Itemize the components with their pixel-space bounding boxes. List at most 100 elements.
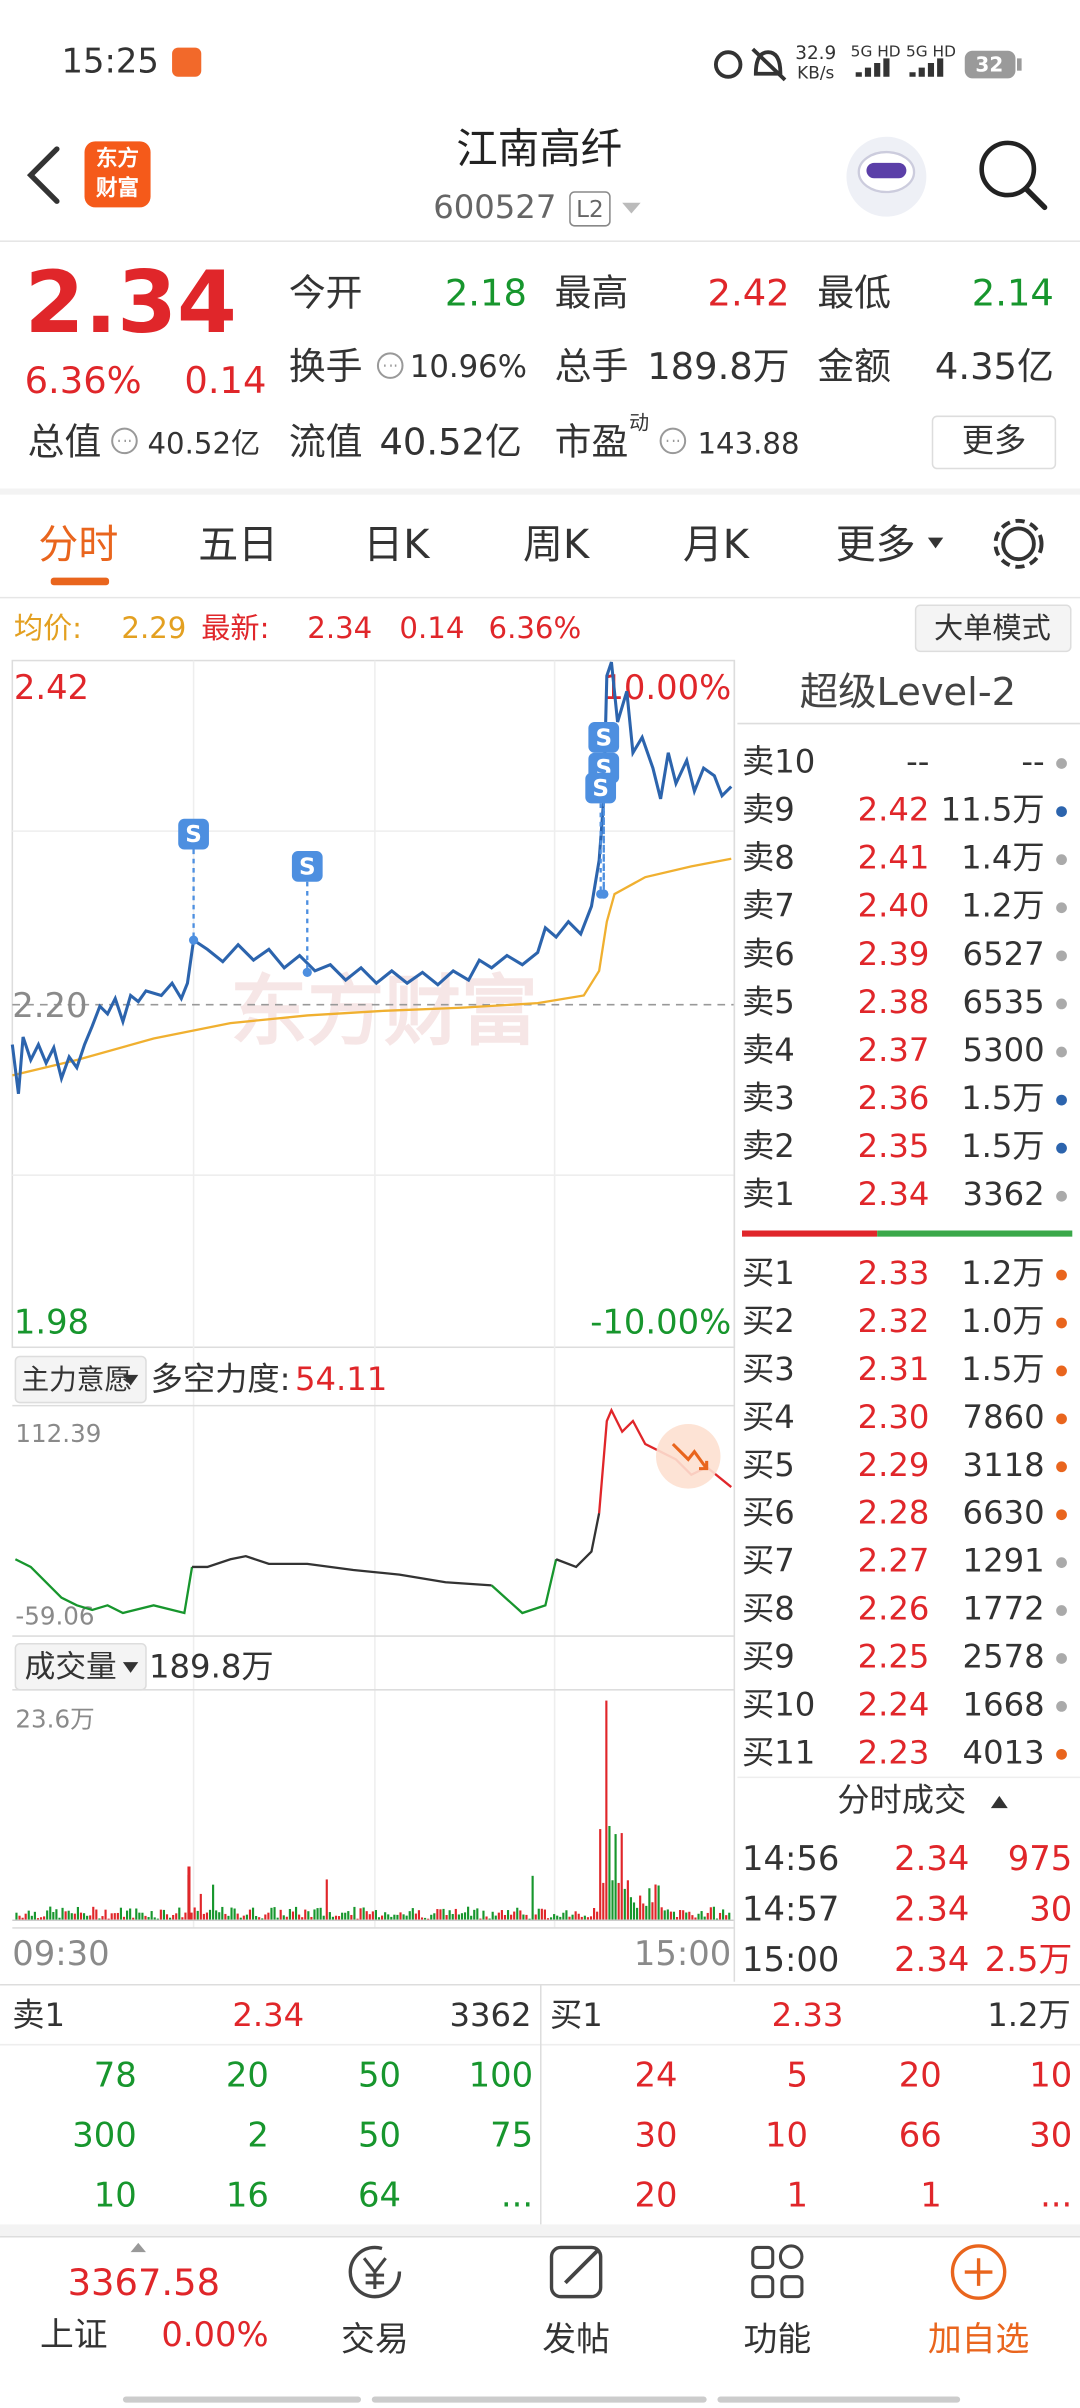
ask-label: 卖7 (742, 887, 795, 925)
trade-marker (585, 772, 617, 804)
more-button-label[interactable]: 更多 (962, 421, 1027, 459)
volume-bar (500, 1910, 503, 1921)
price-line (10, 661, 733, 1094)
volume-bar (666, 1909, 669, 1921)
nav-item[interactable]: 功能 (744, 2320, 812, 2359)
field-value: 40.52亿 (379, 420, 521, 463)
ask-volume: 11.5万 (941, 791, 1045, 829)
tab[interactable]: 更多 (836, 522, 916, 568)
volume-bar (341, 1912, 344, 1921)
nav-item[interactable]: 交易 (341, 2320, 409, 2359)
ask-order: 75 (490, 2115, 533, 2154)
settings-icon-outer[interactable] (993, 518, 1044, 569)
indicator-selector[interactable] (14, 1355, 147, 1404)
bid-order: 20 (634, 2175, 677, 2214)
change-percent: 6.36% (25, 359, 142, 402)
tab-dropdown (927, 537, 944, 549)
trend-badge[interactable] (655, 1424, 721, 1489)
ask-price: 2.42 (858, 791, 930, 829)
volume-bar (592, 1908, 596, 1921)
volume-bar (445, 1915, 448, 1921)
marker-dot (596, 889, 606, 899)
function-icon[interactable] (751, 2245, 775, 2269)
nav-item[interactable]: 发帖 (542, 2320, 610, 2359)
back-button[interactable] (26, 146, 60, 204)
axis-label: 112.39 (15, 1419, 101, 1448)
tab[interactable]: 日K (363, 522, 431, 568)
ask-price: 2.40 (858, 887, 930, 925)
bid-price: 2.28 (858, 1494, 930, 1532)
ask-label: 卖5 (742, 983, 795, 1021)
ask-price: 2.38 (858, 983, 930, 1021)
selector-arrow (122, 1374, 139, 1386)
volume-bar (30, 1915, 33, 1921)
volume-bar (248, 1909, 252, 1921)
volume-bar (159, 1909, 162, 1921)
network-speed: 32.9 (795, 43, 836, 64)
volume-bar (245, 1914, 248, 1921)
big-order-button-label[interactable]: 大单模式 (934, 611, 1051, 645)
field-label: 流值 (289, 420, 363, 463)
ask-order: 50 (358, 2115, 401, 2154)
index-change[interactable]: 0.00% (161, 2315, 268, 2354)
latest-change-pct: 6.36% (489, 611, 582, 645)
more-button[interactable] (931, 415, 1057, 470)
volume-bar (485, 1916, 488, 1921)
signal-label: 5G HD (851, 43, 901, 61)
bid-volume: 1291 (963, 1542, 1045, 1580)
nav-item[interactable]: 加自选 (928, 2320, 1029, 2359)
indicator-value: 54.11 (295, 1360, 387, 1398)
avg-value: 2.29 (121, 611, 186, 645)
bid-order: 1 (787, 2175, 809, 2214)
ask-order: 300 (72, 2115, 136, 2154)
settings-icon[interactable] (1001, 526, 1036, 562)
big-order-button[interactable] (914, 604, 1072, 653)
volume-bar (411, 1908, 414, 1921)
add-watchlist-icon[interactable] (950, 2244, 1007, 2300)
volume-bar (519, 1910, 522, 1921)
tab[interactable]: 分时 (38, 522, 118, 568)
bid-label: 买11 (742, 1733, 815, 1771)
battery-tip (1016, 58, 1022, 71)
signal-bars (855, 58, 944, 77)
queue-price: 2.33 (772, 1996, 844, 2034)
trade-icon[interactable] (348, 2245, 402, 2299)
index-arrow (130, 2242, 146, 2253)
volume-bar (304, 1909, 307, 1921)
tab[interactable]: 周K (523, 522, 591, 568)
index-value[interactable]: 3367.58 (68, 2261, 220, 2304)
volume-bar (313, 1909, 316, 1921)
volume-bar (374, 1910, 378, 1921)
trades-title[interactable]: 分时成交 (837, 1781, 966, 1819)
volume-bar (583, 1915, 586, 1921)
ask-price: 2.34 (858, 1175, 930, 1213)
search-icon[interactable] (979, 140, 1037, 198)
volume-bar (184, 1912, 187, 1921)
volume-bar (307, 1911, 310, 1921)
volume-bar (571, 1914, 574, 1921)
field-label: 换手 (289, 345, 363, 388)
index-name[interactable]: 上证 (40, 2315, 108, 2354)
tab[interactable]: 月K (683, 522, 751, 568)
volume-bar (663, 1910, 666, 1921)
ask-volume: 1.5万 (961, 1079, 1045, 1117)
volume-bar (436, 1909, 439, 1921)
indicator-selector-label[interactable]: 主力意愿 (22, 1363, 133, 1396)
queue-label: 卖1 (12, 1996, 65, 2034)
volume-bar (310, 1916, 313, 1921)
post-icon[interactable] (549, 2245, 603, 2299)
volume-bar (497, 1912, 500, 1921)
tab[interactable]: 五日 (198, 522, 278, 568)
last-price: 2.34 (25, 253, 237, 353)
network-unit: KB/s (797, 63, 834, 83)
volume-bar (543, 1909, 546, 1921)
avg-label: 均价: (14, 611, 82, 645)
volume-bar (95, 1909, 98, 1921)
ask-volume: -- (1021, 742, 1044, 780)
volume-selector-label[interactable]: 成交量 (25, 1649, 117, 1685)
volume-bar (215, 1910, 218, 1921)
axis-label: 2.42 (14, 668, 89, 707)
